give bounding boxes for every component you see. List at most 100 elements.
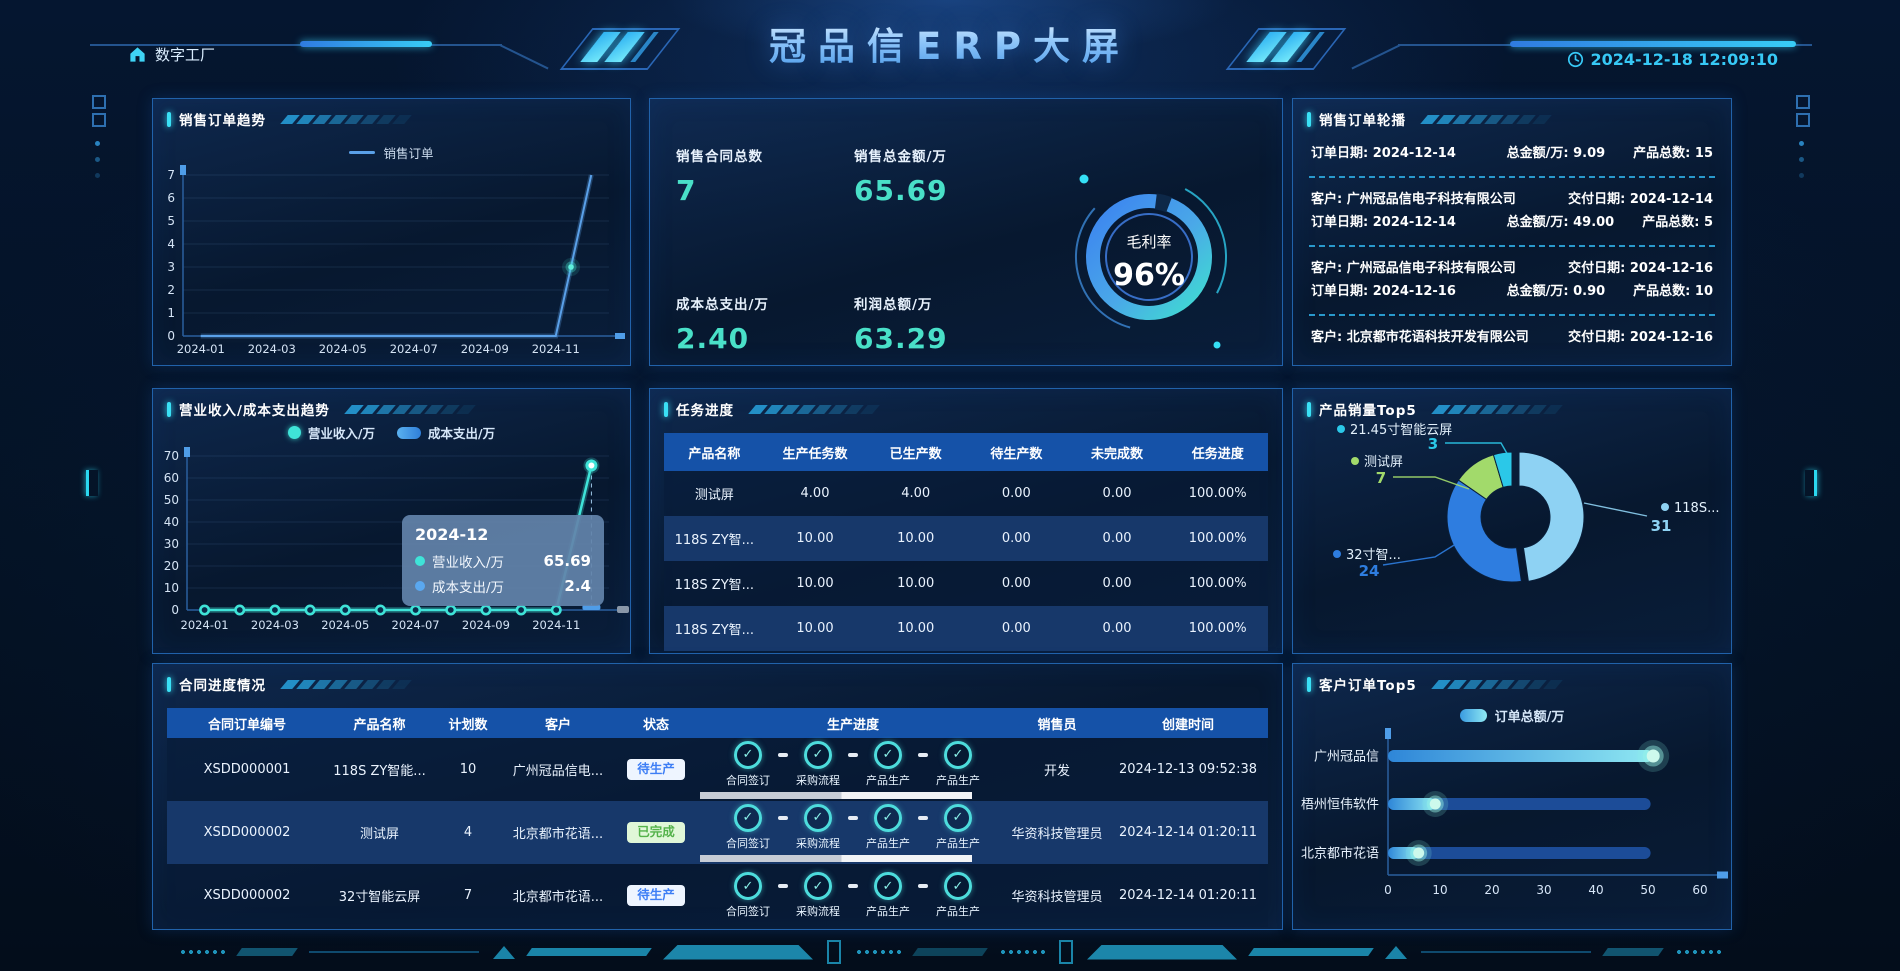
step-connector — [918, 752, 928, 757]
svg-text:40: 40 — [164, 515, 179, 529]
svg-text:7: 7 — [167, 168, 175, 182]
svg-text:10: 10 — [1432, 883, 1447, 897]
bar-track — [1388, 798, 1651, 810]
step-connector — [918, 884, 928, 888]
data-point — [515, 604, 527, 616]
production-steps: ✓ 合同签订 ✓ 采购流程 ✓ 产品生产 ✓ 产品生产 — [700, 872, 1006, 919]
gauge-ring — [1086, 194, 1212, 320]
header-capsule-left — [300, 41, 432, 47]
step-connector — [848, 752, 858, 757]
title-accent-bar — [1307, 111, 1311, 127]
line-legend-marker — [349, 151, 376, 154]
bar-end-dot — [1429, 798, 1441, 810]
step-connector — [848, 815, 858, 820]
svg-text:40: 40 — [1588, 883, 1603, 897]
sales-trend-chart: 0 1 2 3 4 5 6 7 2024-01 2024-03 2024-05 2024-07 2024… — [167, 165, 625, 356]
task-row: 测试屏 4.00 4.00 0.00 0.00 100.00% — [664, 471, 1268, 516]
data-point — [374, 604, 386, 616]
title-glow — [570, 0, 1330, 80]
timestamp: 2024-12-18 12:09:10 — [1590, 50, 1778, 69]
svg-text:7: 7 — [1376, 469, 1386, 487]
title-accent-bar — [664, 401, 668, 417]
bar-value — [1388, 798, 1436, 810]
donut-slice — [1492, 451, 1513, 488]
panel-title: 任务进度 — [664, 399, 880, 419]
svg-text:31: 31 — [1651, 517, 1672, 535]
home-nav[interactable]: 数字工厂 — [128, 44, 215, 65]
emphasis-dot — [568, 264, 574, 270]
svg-text:2024-01: 2024-01 — [177, 342, 225, 356]
data-point — [339, 604, 351, 616]
svg-text:6: 6 — [167, 191, 175, 205]
svg-text:1: 1 — [167, 306, 175, 320]
sales-trend-legend: 销售订单 — [153, 143, 630, 162]
task-progress-table: 产品名称 生产任务数 已生产数 待生产数 未完成数 任务进度 测试屏 4.00 4.00 0.00… — [664, 433, 1268, 651]
panel-income-cost: 营业收入/成本支出趋势 营业收入/万 成本支出/万 0 10 20 30 40 50 60 7… — [152, 388, 631, 654]
edge-square — [1796, 95, 1810, 109]
data-point — [445, 604, 457, 616]
table-header: 产品名称 生产任务数 已生产数 待生产数 未完成数 任务进度 — [664, 433, 1268, 471]
data-point — [304, 604, 316, 616]
panel-order-carousel: 销售订单轮播 订单日期: 2024-12-14 总金额/万: 9.09 产品总数: … — [1292, 98, 1732, 366]
panel-contract-progress: 合同进度情况 合同订单编号 产品名称 计划数 客户 状态 生产进度 销售员 创建时间 XSDD0… — [152, 663, 1283, 930]
data-point — [269, 604, 281, 616]
svg-text:2024-03: 2024-03 — [251, 618, 299, 632]
deco-dot — [1079, 174, 1089, 184]
tooltip-row: 营业收入/万 65.69 — [415, 551, 591, 571]
svg-text:3: 3 — [167, 260, 175, 274]
svg-text:24: 24 — [1359, 562, 1380, 580]
progress-bar — [700, 791, 972, 799]
page-title: 冠品信ERP大屏 — [769, 16, 1131, 70]
order-carousel-list: 订单日期: 2024-12-14 总金额/万: 9.09 产品总数: 15 客户: 广… — [1309, 135, 1715, 359]
status-badge: 已完成 — [627, 822, 685, 843]
panel-product-top5: 产品销量Top5 118S... 31 32寸智... 24 测试屏 7 21.45寸智能云… — [1292, 388, 1732, 654]
svg-text:2024-09: 2024-09 — [462, 618, 510, 632]
svg-text:2024-07: 2024-07 — [392, 618, 440, 632]
svg-text:北京都市花语: 北京都市花语 — [1301, 846, 1379, 862]
edge-square — [1796, 113, 1810, 127]
task-row: 118S ZY智... 10.00 10.00 0.00 0.00 100.00% — [664, 516, 1268, 561]
title-stripes-decoration — [1430, 404, 1563, 414]
edge-dot — [1799, 157, 1804, 162]
data-point — [199, 604, 211, 616]
bar-legend-marker — [397, 426, 421, 439]
svg-text:96%: 96% — [1113, 258, 1185, 293]
svg-text:2024-11: 2024-11 — [532, 342, 580, 356]
clock-icon — [1568, 51, 1584, 68]
order-carousel-item: 客户: 北京都市花语科技开发有限公司 交付日期: 2024-12-16 — [1311, 330, 1713, 345]
contract-progress-table: 合同订单编号 产品名称 计划数 客户 状态 生产进度 销售员 创建时间 XSDD000001 11… — [167, 708, 1268, 927]
check-icon: ✓ — [734, 872, 762, 900]
clock: 2024-12-18 12:09:10 — [1567, 50, 1778, 69]
data-point-emphasis — [585, 459, 598, 472]
edge-bracket — [86, 470, 98, 496]
edge-dot — [1799, 173, 1804, 178]
check-icon: ✓ — [874, 872, 902, 900]
check-icon: ✓ — [874, 803, 902, 832]
svg-text:2024-01: 2024-01 — [181, 618, 229, 632]
legend-cost: 成本支出/万 — [397, 423, 495, 442]
svg-text:50: 50 — [164, 493, 179, 507]
panel-title: 客户订单Top5 — [1307, 674, 1563, 694]
svg-text:60: 60 — [1692, 883, 1707, 897]
line-series-glow — [200, 174, 594, 339]
task-row: 118S ZY智... 10.00 10.00 0.00 0.00 100.00% — [664, 606, 1268, 651]
edge-square — [92, 113, 106, 127]
svg-text:21.45寸智能云屏: 21.45寸智能云屏 — [1350, 423, 1452, 438]
edge-dot — [1799, 141, 1804, 146]
donut-slice — [1518, 451, 1585, 582]
panel-title: 销售订单趋势 — [167, 109, 412, 129]
title-stripes-decoration — [280, 679, 412, 689]
title-stripes-decoration — [1430, 679, 1563, 689]
chart-tooltip: 2024-12 营业收入/万 65.69 成本支出/万 2.4 — [402, 515, 604, 606]
step-connector — [778, 884, 788, 888]
edge-bracket — [1805, 470, 1817, 496]
title-accent-bar — [167, 111, 171, 127]
svg-text:50: 50 — [1640, 883, 1655, 897]
svg-text:70: 70 — [164, 449, 179, 463]
production-steps: ✓ 合同签订 ✓ 采购流程 ✓ 产品生产 ✓ 产品生产 — [700, 740, 1006, 788]
bar-value — [1388, 750, 1654, 762]
title-stripes-decoration — [748, 404, 880, 414]
check-icon: ✓ — [804, 740, 832, 769]
check-icon: ✓ — [874, 740, 902, 769]
edge-dot — [95, 173, 100, 178]
